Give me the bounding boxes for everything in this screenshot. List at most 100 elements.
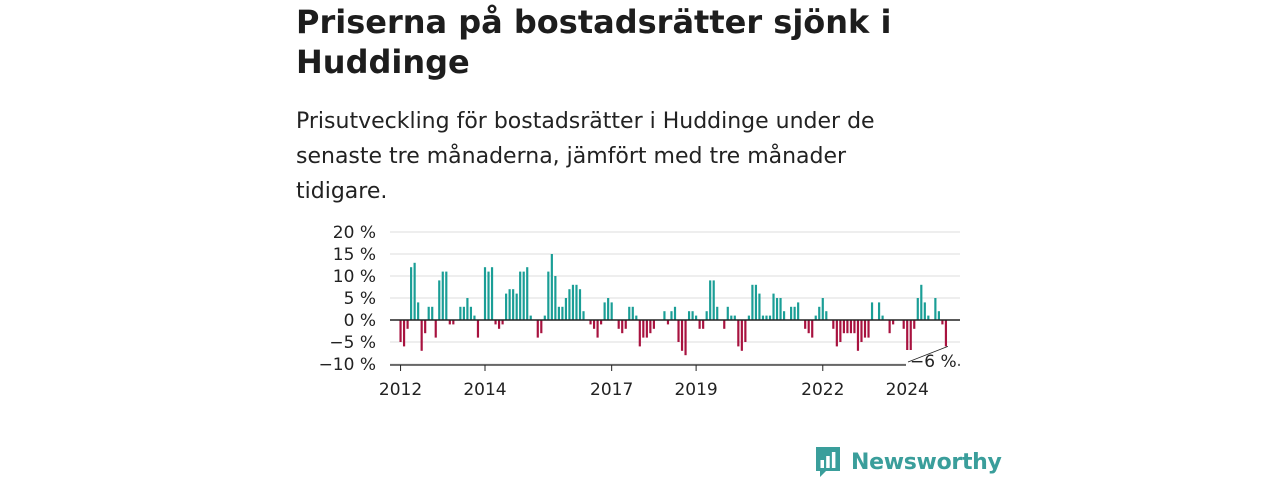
bar — [733, 315, 736, 320]
bar — [554, 276, 557, 320]
bar — [705, 311, 708, 320]
bar — [670, 311, 673, 320]
newsworthy-logo-icon — [816, 447, 840, 477]
bar — [691, 311, 694, 320]
bar — [849, 320, 853, 334]
bar — [744, 320, 747, 342]
bar — [927, 315, 930, 320]
bar — [807, 320, 810, 334]
bar — [846, 320, 849, 334]
bar — [571, 284, 575, 320]
bar — [448, 320, 451, 325]
y-tick-label: 0 % — [344, 311, 376, 331]
bar — [793, 306, 796, 320]
bar — [913, 320, 916, 329]
last-value-background — [906, 350, 958, 372]
bar — [515, 293, 518, 320]
bar — [652, 320, 655, 329]
bar — [870, 302, 874, 320]
bar — [410, 267, 413, 320]
bar — [702, 320, 705, 329]
bar — [821, 298, 824, 320]
bar — [441, 271, 444, 320]
bar — [592, 320, 596, 329]
newsworthy-brand[interactable]: Newsworthy — [814, 444, 1002, 480]
bar — [825, 311, 828, 320]
bar — [505, 293, 508, 320]
x-tick-label: 2019 — [674, 380, 717, 400]
bar — [772, 293, 775, 320]
y-tick-label: 10 % — [333, 267, 376, 287]
bar — [645, 320, 648, 338]
bar — [487, 271, 490, 320]
bar — [624, 320, 627, 329]
bar — [751, 284, 754, 320]
bar — [906, 320, 909, 351]
bar — [666, 320, 670, 325]
bar — [417, 302, 420, 320]
bar — [860, 320, 863, 342]
bar — [462, 306, 465, 320]
x-tick-label: 2012 — [379, 380, 422, 400]
bar — [501, 320, 504, 325]
bar — [740, 320, 743, 351]
bar — [596, 320, 599, 338]
bar — [902, 320, 905, 329]
bar — [547, 271, 550, 320]
bar — [483, 267, 487, 320]
bar — [466, 298, 469, 320]
bar — [575, 284, 578, 320]
bar — [536, 320, 539, 338]
bar — [631, 306, 634, 320]
bar — [867, 320, 870, 338]
x-tick-label: 2014 — [463, 380, 506, 400]
bar — [863, 320, 867, 338]
bar — [610, 302, 613, 320]
bar — [564, 298, 568, 320]
bar — [765, 315, 768, 320]
bar — [782, 311, 786, 320]
bar-chart: 20 %15 %10 %5 %0 %−5 %−10 %2012 2014 2017 2… — [319, 223, 960, 400]
bar — [937, 311, 940, 320]
bar — [476, 320, 480, 338]
bar — [402, 320, 406, 347]
bar — [459, 306, 462, 320]
x-tick-label: 2024 — [886, 380, 929, 400]
chart-subtitle: Prisutveckling för bostadsrätter i Huddi… — [296, 109, 875, 204]
bar — [431, 306, 434, 320]
bar — [561, 306, 564, 320]
bar — [716, 306, 719, 320]
y-tick-label: −5 % — [329, 333, 376, 353]
y-tick-label: 20 % — [333, 223, 376, 243]
bar — [790, 306, 793, 320]
bar — [761, 315, 765, 320]
bar — [508, 289, 511, 320]
bar — [406, 320, 409, 329]
bar — [557, 306, 560, 320]
bar — [452, 320, 455, 325]
bar — [888, 320, 891, 334]
bar — [832, 320, 835, 329]
bar — [497, 320, 501, 329]
bar — [589, 320, 592, 325]
bar — [835, 320, 838, 347]
bar — [582, 311, 585, 320]
bar — [673, 306, 677, 320]
bar — [737, 320, 740, 347]
bar — [529, 315, 532, 320]
bar — [909, 320, 912, 351]
bar — [944, 320, 948, 347]
bar — [920, 284, 923, 320]
bar — [494, 320, 497, 325]
bar — [726, 306, 729, 320]
bar — [687, 311, 691, 320]
bar — [698, 320, 701, 329]
bar — [473, 315, 476, 320]
bar — [804, 320, 807, 329]
bar — [427, 306, 430, 320]
bar — [853, 320, 856, 334]
bar — [540, 320, 543, 334]
x-tick-label: 2017 — [590, 380, 633, 400]
bar — [779, 298, 782, 320]
bar — [730, 315, 733, 320]
